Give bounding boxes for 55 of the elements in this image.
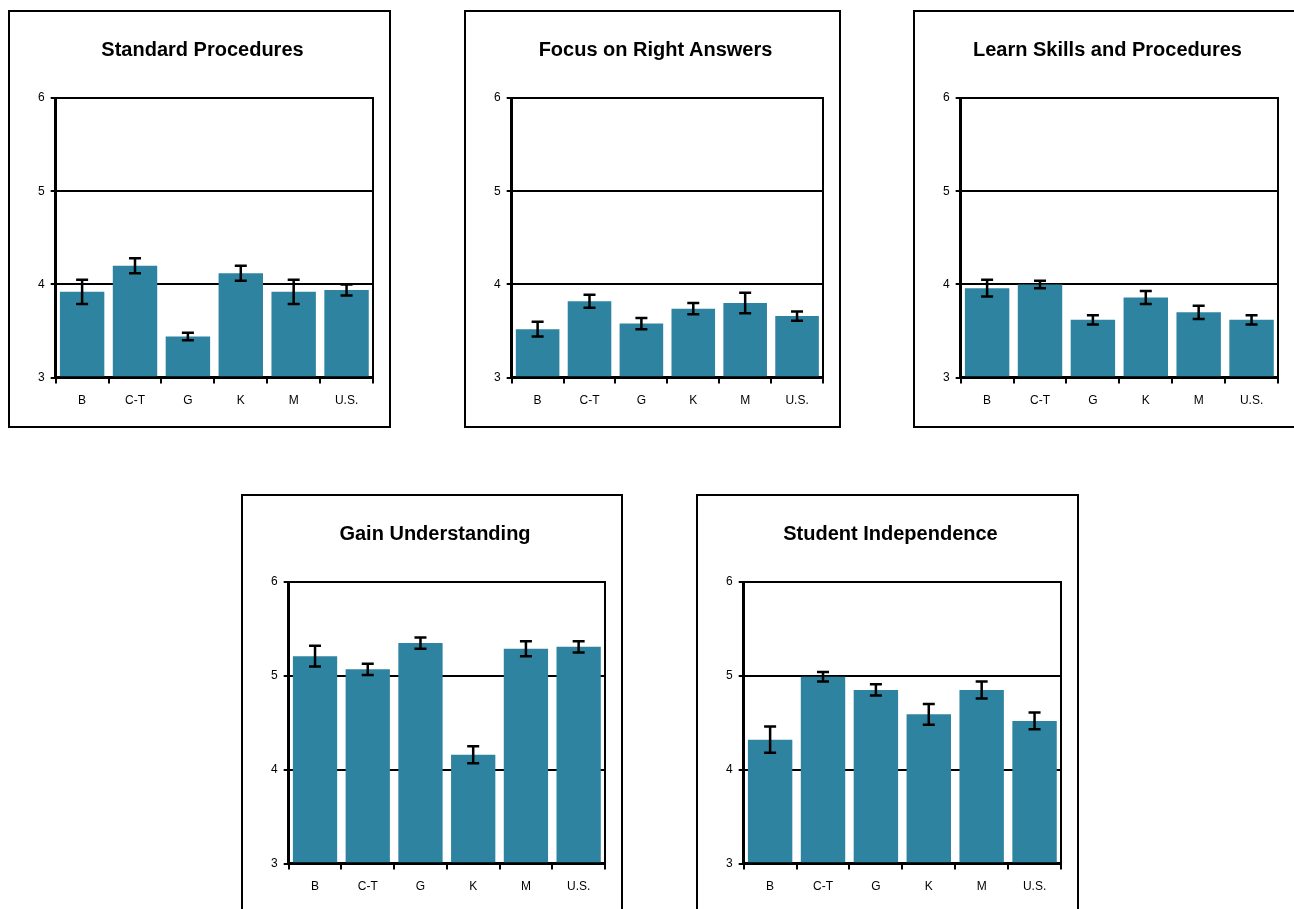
x-tick-label: G xyxy=(415,879,426,894)
chart-title: Gain Understanding xyxy=(339,521,531,544)
y-tick-label: 3 xyxy=(37,369,45,384)
y-tick-label: 5 xyxy=(725,668,733,683)
x-tick-label: B xyxy=(311,879,320,894)
x-tick-label: B xyxy=(983,393,992,408)
x-tick-label: C-T xyxy=(813,879,834,894)
x-tick-label: C-T xyxy=(357,879,379,894)
y-tick-label: 5 xyxy=(942,183,950,198)
x-tick-label: G xyxy=(871,879,881,894)
y-tick-label: 6 xyxy=(942,90,950,105)
chart-title: Standard Procedures xyxy=(101,37,304,60)
y-tick-label: 3 xyxy=(493,369,501,384)
x-tick-label: B xyxy=(533,393,542,408)
y-tick-label: 4 xyxy=(942,276,950,291)
x-tick-label: C-T xyxy=(1030,393,1051,408)
y-tick-label: 5 xyxy=(493,183,501,198)
y-tick-label: 3 xyxy=(942,369,950,384)
x-tick-label: K xyxy=(1141,393,1150,408)
chart-title: Student Independence xyxy=(783,521,998,544)
x-tick-label: M xyxy=(1193,393,1204,408)
chart-title: Focus on Right Answers xyxy=(538,37,773,60)
y-tick-label: 6 xyxy=(725,574,733,589)
chart-title: Learn Skills and Procedures xyxy=(973,37,1242,60)
x-tick-label: M xyxy=(520,879,531,894)
y-tick-label: 6 xyxy=(493,90,501,105)
y-tick-label: 6 xyxy=(37,90,45,105)
x-tick-label: U.S. xyxy=(566,879,591,894)
x-tick-label: K xyxy=(236,393,245,408)
y-tick-label: 4 xyxy=(270,762,278,777)
x-tick-label: U.S. xyxy=(785,393,809,408)
x-tick-label: G xyxy=(636,393,647,408)
x-tick-label: K xyxy=(469,879,478,894)
y-tick-label: 4 xyxy=(37,276,45,291)
x-tick-label: C-T xyxy=(579,393,601,408)
y-tick-label: 3 xyxy=(270,855,278,870)
y-tick-label: 5 xyxy=(270,668,278,683)
x-tick-label: C-T xyxy=(125,393,146,408)
x-tick-label: M xyxy=(740,393,751,408)
x-tick-label: G xyxy=(183,393,193,408)
x-tick-label: G xyxy=(1088,393,1098,408)
y-tick-label: 3 xyxy=(725,855,733,870)
x-tick-label: M xyxy=(288,393,299,408)
x-tick-label: B xyxy=(78,393,87,408)
y-tick-label: 5 xyxy=(37,183,45,198)
y-tick-label: 4 xyxy=(493,276,501,291)
y-tick-label: 6 xyxy=(270,574,278,589)
x-tick-label: M xyxy=(976,879,987,894)
x-tick-label: B xyxy=(766,879,775,894)
x-tick-label: K xyxy=(689,393,698,408)
x-tick-label: U.S. xyxy=(334,393,359,408)
x-tick-label: U.S. xyxy=(1239,393,1264,408)
x-tick-label: U.S. xyxy=(1022,879,1047,894)
x-tick-label: K xyxy=(924,879,933,894)
y-tick-label: 4 xyxy=(725,762,733,777)
